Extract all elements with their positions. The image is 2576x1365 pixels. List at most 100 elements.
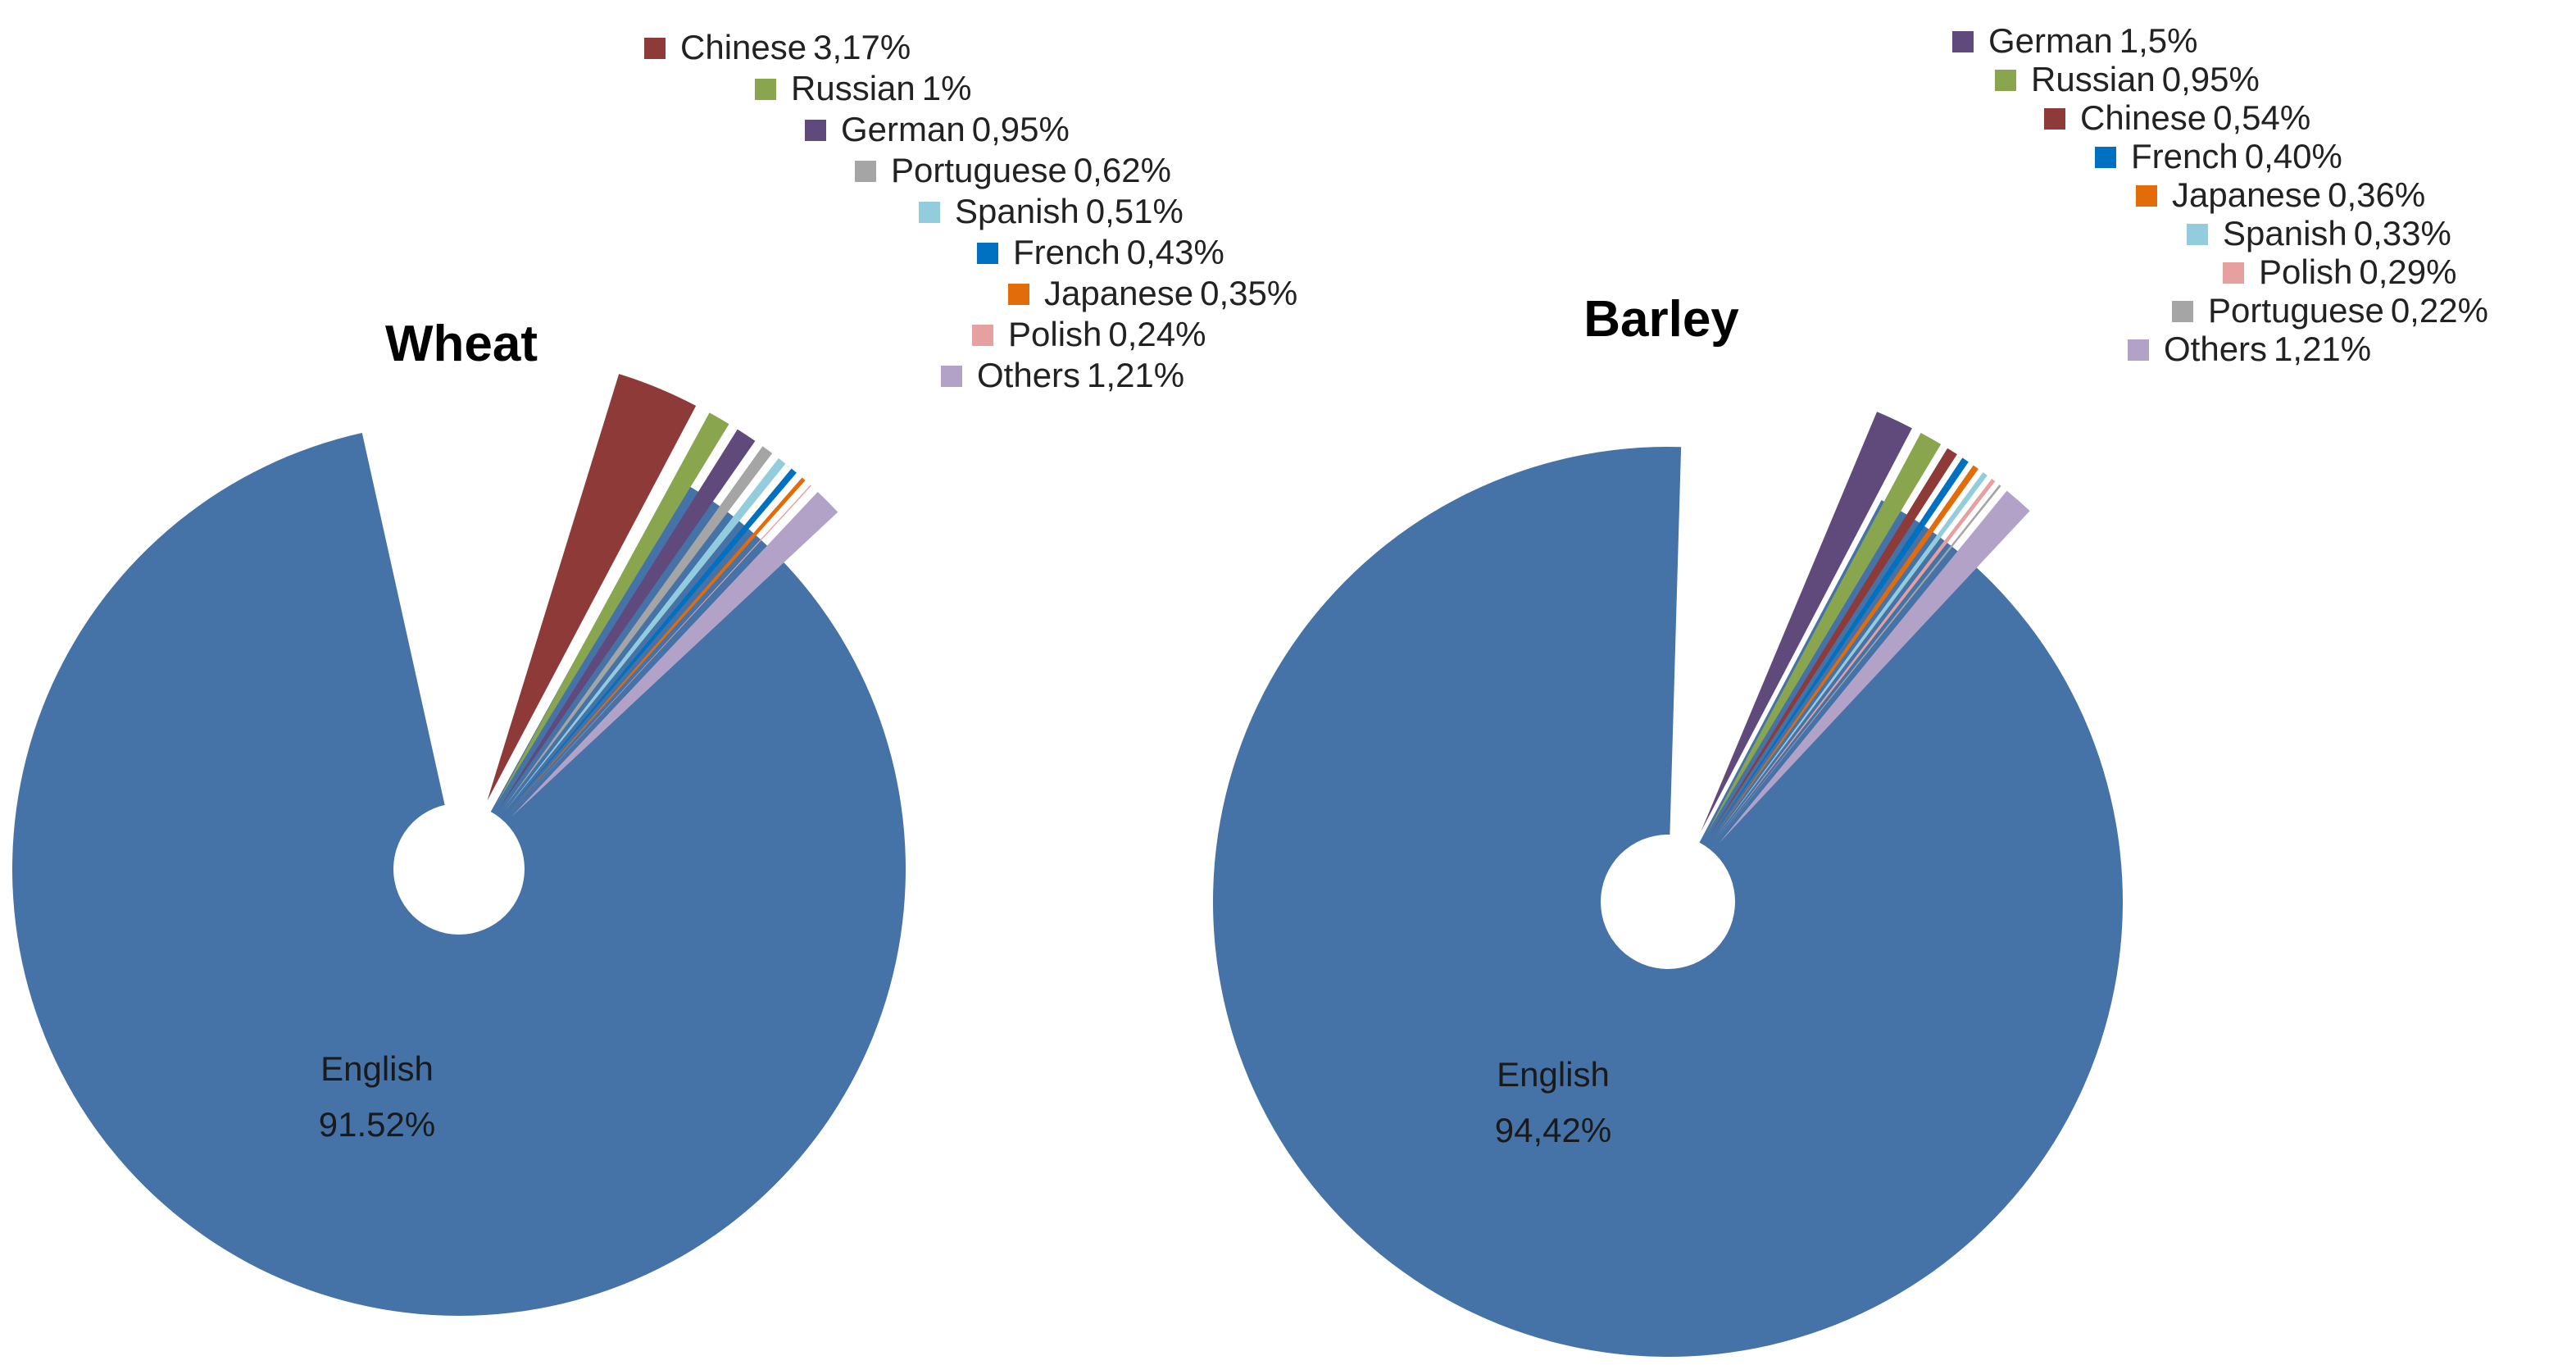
wheat-legend-swatch-russian [755, 79, 776, 100]
wheat-slices [12, 374, 906, 1317]
barley-legend-label-japanese: Japanese 0,36% [2172, 175, 2425, 214]
wheat-legend-name-japanese: Japanese [1044, 274, 1193, 312]
barley-legend-value-japanese: 0,36% [2328, 175, 2425, 214]
wheat-legend-item-japanese: Japanese 0,35% [1008, 274, 1297, 312]
wheat-legend-value-spanish: 0,51% [1086, 192, 1184, 230]
wheat-legend-value-french: 0,43% [1127, 233, 1224, 271]
barley-legend-item-russian: Russian 0,95% [1995, 60, 2260, 98]
wheat-legend-item-spanish: Spanish 0,51% [919, 192, 1184, 230]
barley-slice-chinese [1709, 448, 1957, 836]
wheat-legend-value-portuguese: 0,62% [1074, 151, 1171, 189]
wheat-legend-item-russian: Russian 1% [755, 69, 971, 107]
wheat-legend-label-french: French 0,43% [1013, 233, 1224, 271]
wheat-legend-value-german: 0,95% [972, 110, 1070, 148]
barley-legend-item-others: Others 1,21% [2128, 330, 2371, 368]
barley-legend-value-french: 0,40% [2245, 137, 2342, 175]
barley-legend-name-french: French [2131, 137, 2238, 175]
barley-legend-name-german: German [1988, 21, 2113, 60]
barley-legend-item-chinese: Chinese 0,54% [2044, 98, 2310, 137]
barley-legend-value-polish: 0,29% [2359, 253, 2456, 291]
barley-legend-swatch-spanish [2187, 224, 2208, 245]
barley-pie-chart: Barley German 1,5%Russian 0,95%Chinese 0,54… [1212, 21, 2488, 1357]
barley-legend-value-chinese: 0,54% [2213, 98, 2310, 137]
wheat-legend-item-polish: Polish 0,24% [972, 315, 1206, 353]
wheat-legend-item-german: German 0,95% [805, 110, 1070, 148]
wheat-pie-chart: Wheat Chinese 3,17%Russian 1%German 0,95%Po… [12, 28, 1297, 1317]
barley-legend-name-chinese: Chinese [2080, 98, 2206, 137]
barley-legend-item-german: German 1,5% [1952, 21, 2197, 60]
wheat-legend-value-japanese: 0,35% [1200, 274, 1297, 312]
wheat-legend-name-chinese: Chinese [680, 28, 806, 66]
wheat-legend-name-german: German [841, 110, 965, 148]
barley-legend-label-chinese: Chinese 0,54% [2080, 98, 2310, 137]
barley-slice-others [1719, 490, 2030, 844]
barley-legend-value-others: 1,21% [2274, 330, 2371, 368]
barley-legend-name-japanese: Japanese [2172, 175, 2321, 214]
wheat-legend-label-japanese: Japanese 0,35% [1044, 274, 1297, 312]
barley-slice-portuguese [1716, 485, 2001, 841]
barley-legend-label-russian: Russian 0,95% [2031, 60, 2260, 98]
barley-legend-name-portuguese: Portuguese [2208, 291, 2384, 330]
barley-legend-item-portuguese: Portuguese 0,22% [2172, 291, 2488, 330]
barley-slice-french [1711, 457, 1969, 838]
wheat-legend-value-polish: 0,24% [1108, 315, 1206, 353]
barley-chart-title: Barley [1583, 291, 1739, 348]
barley-legend-item-french: French 0,40% [2095, 137, 2342, 175]
barley-legend-name-polish: Polish [2259, 253, 2352, 291]
wheat-slice-polish [508, 485, 811, 815]
barley-english-value-label: 94,42% [1495, 1111, 1611, 1149]
wheat-legend-label-portuguese: Portuguese 0,62% [891, 151, 1171, 189]
wheat-legend-value-chinese: 3,17% [813, 28, 911, 66]
wheat-legend-item-chinese: Chinese 3,17% [644, 28, 911, 66]
barley-slice-polish [1715, 478, 1996, 840]
wheat-legend-swatch-others [941, 366, 962, 387]
barley-slices [1212, 412, 2123, 1357]
barley-legend-item-polish: Polish 0,29% [2223, 253, 2457, 291]
barley-legend-item-spanish: Spanish 0,33% [2187, 214, 2451, 253]
barley-legend-swatch-polish [2223, 262, 2244, 284]
wheat-legend-name-others: Others [977, 356, 1080, 394]
barley-legend-label-portuguese: Portuguese 0,22% [2208, 291, 2488, 330]
wheat-legend-name-french: French [1013, 233, 1120, 271]
wheat-slice-russian [496, 412, 729, 806]
barley-legend-swatch-french [2095, 147, 2116, 168]
barley-slice-russian [1706, 432, 1942, 835]
barley-legend-value-german: 1,5% [2119, 21, 2198, 60]
wheat-legend-swatch-french [977, 243, 998, 264]
wheat-legend-value-others: 1,21% [1087, 356, 1184, 394]
barley-slice-spanish [1714, 471, 1988, 839]
wheat-legend-swatch-portuguese [855, 161, 876, 182]
barley-legend-value-russian: 0,95% [2162, 60, 2260, 98]
wheat-legend-name-polish: Polish [1008, 315, 1102, 353]
barley-legend-swatch-chinese [2044, 108, 2065, 130]
barley-legend-name-spanish: Spanish [2223, 214, 2347, 253]
wheat-legend-name-portuguese: Portuguese [891, 151, 1067, 189]
wheat-legend-swatch-japanese [1008, 284, 1029, 305]
wheat-legend-label-spanish: Spanish 0,51% [955, 192, 1184, 230]
barley-legend-swatch-german [1952, 31, 1974, 52]
wheat-legend-swatch-polish [972, 325, 993, 346]
wheat-legend-swatch-german [805, 120, 826, 141]
barley-slice-japanese [1712, 465, 1979, 839]
barley-english-name-label: English [1497, 1055, 1610, 1094]
barley-legend-item-japanese: Japanese 0,36% [2136, 175, 2425, 214]
barley-legend-label-german: German 1,5% [1988, 21, 2197, 60]
wheat-legend-item-others: Others 1,21% [941, 356, 1184, 394]
wheat-slice-french [506, 468, 797, 813]
barley-legend-swatch-russian [1995, 70, 2016, 91]
wheat-english-value-label: 91.52% [319, 1105, 435, 1144]
barley-legend-label-others: Others 1,21% [2164, 330, 2371, 368]
barley-legend-name-russian: Russian [2031, 60, 2156, 98]
barley-legend-swatch-others [2128, 339, 2149, 361]
wheat-center-hole [393, 803, 525, 935]
wheat-slice-japanese [507, 477, 806, 814]
barley-center-hole [1601, 835, 1735, 969]
barley-legend-value-spanish: 0,33% [2354, 214, 2451, 253]
barley-legend-label-french: French 0,40% [2131, 137, 2342, 175]
wheat-slice-german [499, 429, 756, 808]
wheat-english-name-label: English [320, 1049, 434, 1088]
barley-legend-swatch-japanese [2136, 185, 2157, 207]
barley-legend: German 1,5%Russian 0,95%Chinese 0,54%French… [1952, 21, 2488, 368]
barley-legend-swatch-portuguese [2172, 301, 2193, 322]
